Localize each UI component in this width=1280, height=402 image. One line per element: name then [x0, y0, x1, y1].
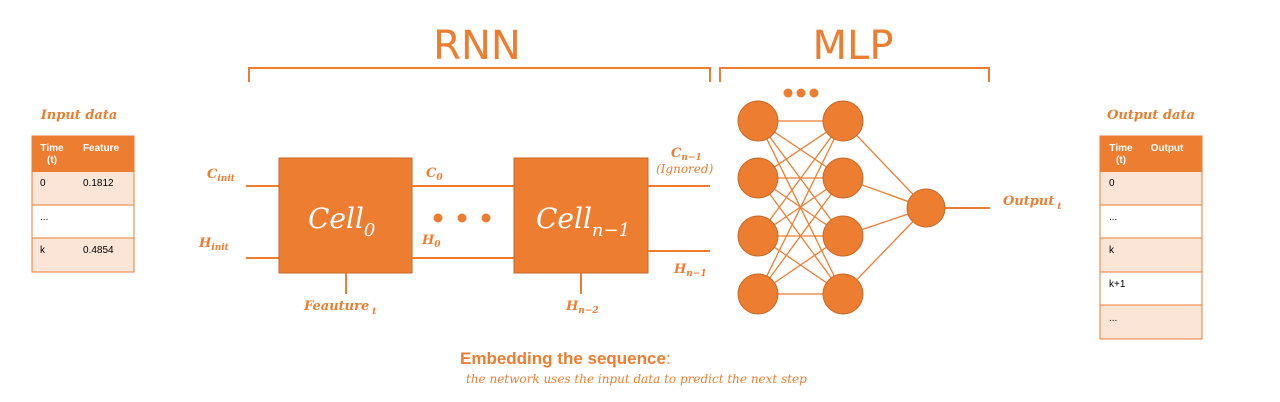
- ellipsis-dot: [784, 89, 793, 98]
- input-row0-feature: 0.1812: [83, 178, 114, 189]
- hidden-neuron: [823, 216, 863, 256]
- output-data-table: Output data Time (t) Output 0 ... k k+1 …: [1100, 108, 1202, 339]
- hidden-neuron: [823, 158, 863, 198]
- output-header-time: Time: [1109, 143, 1133, 154]
- input-neuron: [738, 101, 778, 141]
- h-last-label: Hn−1: [673, 262, 707, 279]
- table-row: [1100, 238, 1202, 272]
- output-header-output: Output: [1151, 143, 1184, 154]
- input-table-title: Input data: [40, 108, 118, 123]
- mlp-title: MLP: [813, 23, 894, 69]
- input-row1-time: ...: [40, 212, 48, 223]
- caption-title: Embedding the sequence:: [460, 349, 671, 368]
- output-table-title: Output data: [1107, 108, 1195, 123]
- ellipsis-dot: [434, 214, 443, 223]
- input-neuron: [738, 274, 778, 314]
- h0-label: H0: [421, 233, 441, 250]
- c-last-label: Cn−1: [671, 146, 702, 163]
- feature-label: Feauture t: [303, 299, 377, 317]
- output-header-time-unit: (t): [1116, 155, 1126, 166]
- output-neuron: [907, 189, 945, 227]
- h-init-label: Hinit: [198, 236, 230, 253]
- caption-subtitle: the network uses the input data to predi…: [466, 372, 807, 386]
- input-row2-feature: 0.4854: [83, 245, 114, 256]
- c0-label: C0: [426, 166, 443, 183]
- output-label: Output t: [1003, 194, 1062, 212]
- input-data-table: Input data Time (t) Feature 0 0.1812 ...…: [32, 108, 134, 272]
- mlp-connections: [758, 121, 926, 294]
- output-table-header: [1100, 136, 1202, 172]
- input-neuron: [738, 158, 778, 198]
- output-row3-time: k+1: [1109, 279, 1126, 290]
- hidden-neuron: [823, 101, 863, 141]
- input-neuron: [738, 216, 778, 256]
- rnn-title: RNN: [433, 23, 521, 69]
- ellipsis-dot: [482, 214, 491, 223]
- input-row0-time: 0: [40, 178, 46, 189]
- h-prev-label: Hn−2: [565, 299, 599, 316]
- output-row0-time: 0: [1109, 178, 1115, 189]
- ellipsis-dot: [810, 89, 819, 98]
- input-table-header: [32, 136, 134, 172]
- ellipsis-dot: [458, 214, 467, 223]
- ellipsis-dot: [797, 89, 806, 98]
- input-header-time: Time: [40, 143, 64, 154]
- c-init-label: Cinit: [207, 167, 236, 184]
- input-header-feature: Feature: [83, 143, 120, 154]
- rnn-brace: [249, 68, 710, 82]
- input-header-time-unit: (t): [47, 155, 57, 166]
- output-row1-time: ...: [1109, 212, 1117, 223]
- table-row: [1100, 172, 1202, 205]
- ignored-label: (Ignored): [656, 162, 714, 176]
- hidden-neuron: [823, 274, 863, 314]
- output-row4-time: ...: [1109, 313, 1117, 324]
- mlp-brace: [720, 68, 989, 82]
